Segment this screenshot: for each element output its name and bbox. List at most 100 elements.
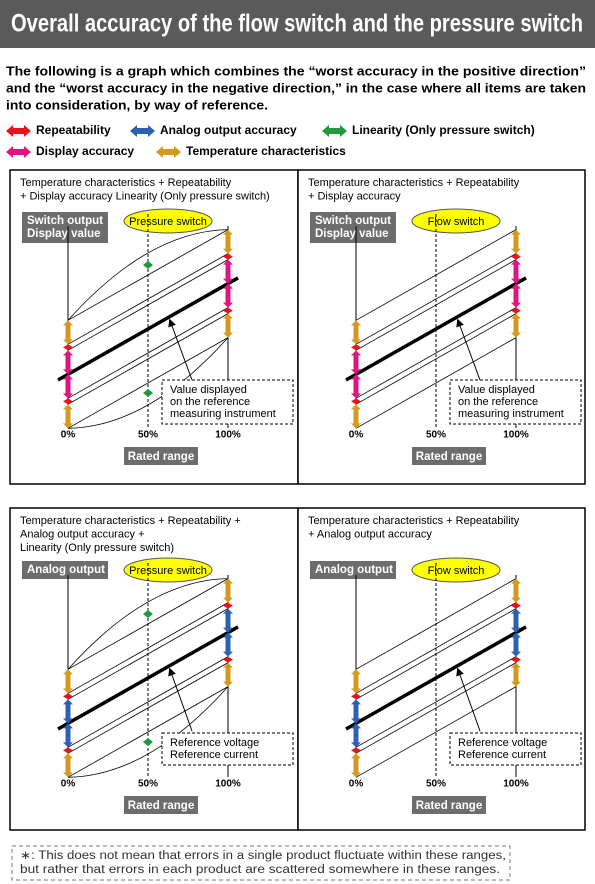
accuracy-arrow — [63, 344, 73, 351]
panel-caption: + Analog output accuracy — [308, 528, 432, 540]
range-line — [355, 686, 517, 778]
range-line — [67, 229, 229, 321]
note-box — [449, 379, 582, 425]
accuracy-arrow — [223, 608, 233, 633]
linearity-curve — [67, 686, 229, 778]
accuracy-arrow — [223, 259, 233, 284]
panel-caption: Temperature characteristics + Repeatabil… — [308, 515, 520, 527]
accuracy-arrow — [223, 632, 233, 657]
accuracy-arrow — [511, 253, 521, 260]
range-line — [355, 253, 517, 345]
range-line — [67, 656, 229, 748]
accuracy-arrow — [223, 313, 233, 338]
accuracy-arrow — [223, 656, 233, 663]
accuracy-arrow — [63, 374, 73, 399]
accuracy-arrow — [223, 283, 233, 308]
panel-caption: + Display accuracy Linearity (Only press… — [20, 190, 270, 202]
output-label-box — [310, 561, 396, 579]
note-text: measuring instrument — [458, 408, 564, 420]
x-tick-label: 100% — [503, 430, 529, 441]
accuracy-arrow — [511, 307, 521, 314]
legend-item: Display accuracy — [6, 144, 134, 158]
note-text: measuring instrument — [170, 408, 276, 420]
accuracy-arrow — [223, 229, 233, 254]
reference-line — [57, 276, 239, 382]
range-line — [67, 259, 229, 351]
accuracy-arrow — [511, 283, 521, 308]
note-box — [161, 732, 294, 766]
x-tick-label: 100% — [503, 779, 529, 790]
accuracy-arrow — [143, 737, 153, 746]
note-pointer — [456, 318, 481, 381]
legend-label: Repeatability — [36, 123, 111, 137]
range-line — [67, 662, 229, 754]
accuracy-arrow — [351, 350, 361, 375]
linearity-curve — [67, 229, 229, 321]
accuracy-arrow — [63, 699, 73, 724]
output-label: Switch output — [315, 215, 391, 227]
accuracy-arrow — [511, 259, 521, 284]
accuracy-arrow — [63, 747, 73, 754]
accuracy-arrow — [63, 753, 73, 778]
output-label: Analog output — [315, 564, 393, 576]
legend-label: Analog output accuracy — [160, 123, 297, 137]
panel-caption: Temperature characteristics + Repeatabil… — [308, 177, 520, 189]
x-tick-label: 50% — [138, 430, 158, 441]
accuracy-arrow — [351, 320, 361, 345]
accuracy-arrow — [351, 398, 361, 405]
footnote-text: but rather that errors in each product a… — [20, 864, 500, 876]
switch-badge — [123, 208, 213, 234]
x-tick-label: 100% — [215, 430, 241, 441]
accuracy-arrow — [511, 608, 521, 633]
range-line — [355, 656, 517, 748]
range-line — [355, 578, 517, 670]
accuracy-arrow — [63, 404, 73, 429]
panel-caption: Temperature characteristics + Repeatabil… — [20, 177, 232, 189]
accuracy-arrow — [511, 656, 521, 663]
accuracy-arrow — [511, 578, 521, 603]
switch-badge — [411, 208, 501, 234]
output-label-box — [22, 561, 108, 579]
accuracy-arrow — [511, 662, 521, 687]
accuracy-arrow — [351, 723, 361, 748]
x-label: Rated range — [128, 800, 194, 812]
accuracy-arrow — [351, 693, 361, 700]
switch-label: Flow switch — [428, 565, 485, 577]
range-line — [67, 686, 229, 778]
accuracy-arrow — [223, 578, 233, 603]
output-label-box — [22, 212, 108, 243]
legend-item: Linearity (Only pressure switch) — [322, 123, 535, 137]
intro-text: into consideration, by way of reference. — [6, 98, 268, 112]
note-box — [449, 732, 582, 766]
accuracy-arrow — [63, 669, 73, 694]
range-line — [355, 313, 517, 405]
panel-caption: Linearity (Only pressure switch) — [20, 542, 174, 554]
panel: Temperature characteristics + Repeatabil… — [9, 507, 299, 831]
output-label: Switch output — [27, 215, 103, 227]
accuracy-arrow — [63, 723, 73, 748]
panel: Temperature characteristics + Repeatabil… — [297, 507, 586, 831]
range-line — [67, 337, 229, 429]
x-tick-label: 50% — [426, 430, 446, 441]
panel: Temperature characteristics + Repeatabil… — [297, 169, 586, 485]
accuracy-arrow — [223, 662, 233, 687]
note-text: Value displayed — [170, 384, 247, 396]
x-label: Rated range — [416, 451, 482, 463]
accuracy-arrow — [351, 699, 361, 724]
x-label-box — [124, 796, 198, 814]
x-tick-label: 0% — [61, 779, 76, 790]
note-pointer — [456, 667, 481, 732]
accuracy-arrow — [351, 747, 361, 754]
legend-swatch — [6, 146, 31, 158]
intro-text: and the “worst accuracy in the negative … — [6, 81, 586, 95]
footnote-text: ∗: This does not mean that errors in a s… — [20, 850, 506, 862]
switch-label: Flow switch — [428, 216, 485, 228]
panel-caption: Temperature characteristics + Repeatabil… — [20, 515, 241, 527]
range-line — [67, 602, 229, 694]
legend-item: Temperature characteristics — [156, 144, 346, 158]
range-line — [67, 307, 229, 399]
range-line — [67, 313, 229, 405]
x-label-box — [124, 447, 198, 465]
legend-swatch — [6, 125, 31, 137]
range-line — [355, 307, 517, 399]
